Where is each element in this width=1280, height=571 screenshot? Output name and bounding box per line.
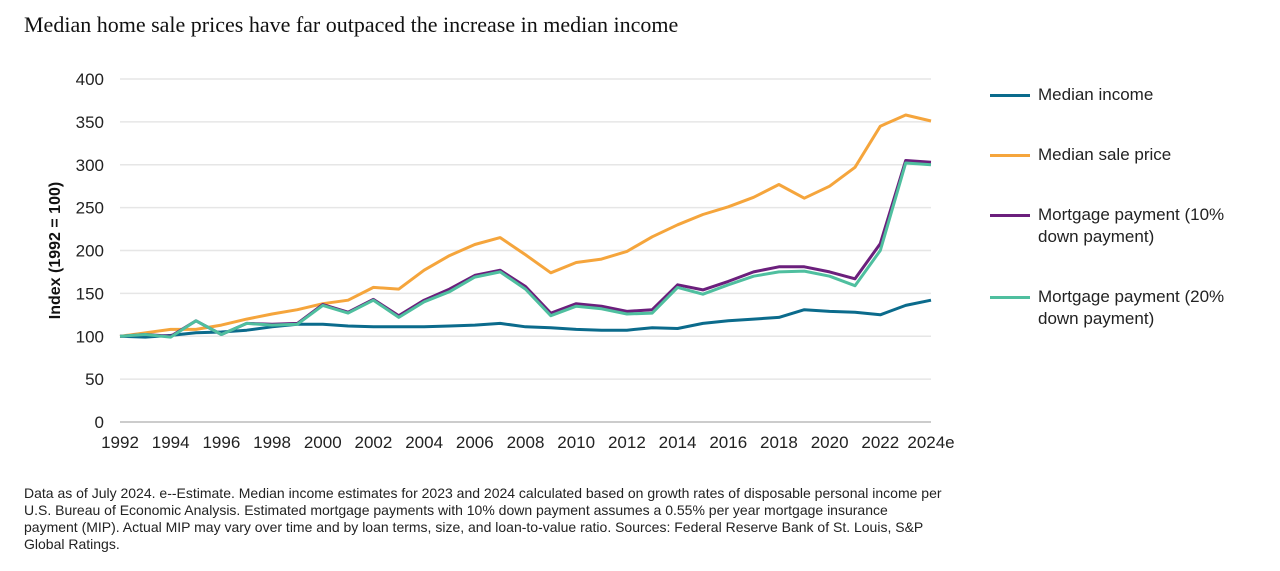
x-tick-label: 2018: [760, 433, 798, 452]
legend-swatch: [990, 154, 1030, 157]
legend-swatch: [990, 214, 1030, 217]
x-tick-label: 2000: [304, 433, 342, 452]
y-tick-label: 250: [76, 199, 104, 218]
x-tick-label: 2006: [456, 433, 494, 452]
x-tick-label: 1994: [152, 433, 190, 452]
x-tick-label: 1992: [101, 433, 139, 452]
footnote: Data as of July 2024. e--Estimate. Media…: [24, 485, 942, 552]
legend-label: Median sale price: [1038, 145, 1172, 164]
x-tick-label: 2016: [709, 433, 747, 452]
x-tick-label: 2002: [355, 433, 393, 452]
legend-swatch: [990, 296, 1030, 299]
legend-swatch: [990, 94, 1030, 97]
y-tick-label: 200: [76, 242, 104, 261]
legend-label: Mortgage payment (20% down payment): [1038, 287, 1225, 328]
series-line-0: [119, 298, 932, 339]
y-tick-label: 300: [76, 156, 104, 175]
x-tick-label: 1998: [253, 433, 291, 452]
x-tick-label: 2012: [608, 433, 646, 452]
legend-item: Mortgage payment (10% down payment): [990, 204, 1248, 248]
y-axis-label: Index (1992 = 100): [47, 182, 64, 319]
chart-title: Median home sale prices have far outpace…: [24, 12, 679, 37]
legend-item: Mortgage payment (20% down payment): [990, 286, 1248, 330]
y-tick-label: 150: [76, 284, 104, 303]
y-tick-label: 400: [76, 70, 104, 89]
x-tick-label: 2010: [557, 433, 595, 452]
line-chart: 0 50 100 150 200 250 300 350 400 1992 1994 1996 1998…: [47, 70, 955, 452]
y-tick-label: 100: [76, 327, 104, 346]
series-line-1: [119, 113, 932, 338]
x-tick-label: 2020: [811, 433, 849, 452]
series-line-3: [119, 161, 932, 339]
legend-item: Median income: [990, 84, 1270, 106]
legend-label: Median income: [1038, 85, 1154, 104]
x-tick-label: 2014: [659, 433, 697, 452]
x-tick-label: 2022: [861, 433, 899, 452]
x-tick-label: 1996: [202, 433, 240, 452]
x-tick-label: 2008: [507, 433, 545, 452]
y-tick-label: 350: [76, 113, 104, 132]
legend-item: Median sale price: [990, 144, 1270, 166]
x-tick-label: 2004: [405, 433, 443, 452]
y-tick-label: 0: [95, 413, 104, 432]
x-tick-label: 2024e: [907, 433, 954, 452]
y-tick-label: 50: [85, 370, 104, 389]
legend-label: Mortgage payment (10% down payment): [1038, 205, 1225, 246]
legend: Median income Median sale price Mortgage…: [990, 84, 1270, 368]
